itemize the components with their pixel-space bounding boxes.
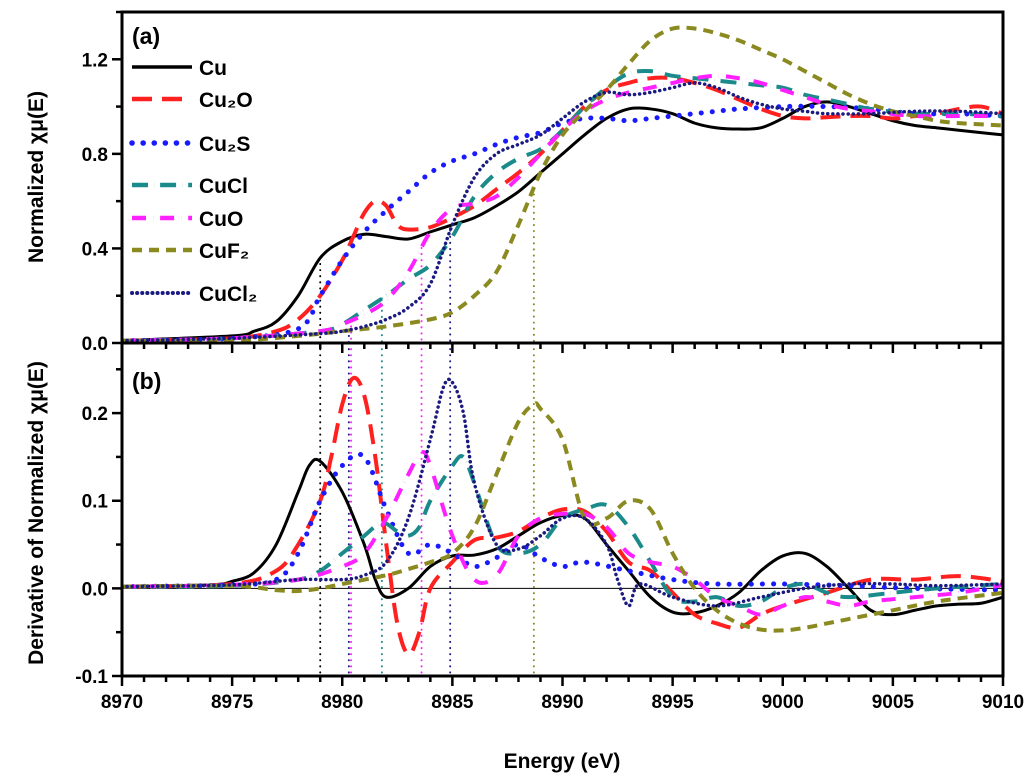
legend-item: CuO [132,208,243,231]
x-tick-label: 9010 [982,692,1024,713]
legend-label: Cu [199,57,227,80]
legend-item: Cu₂S [129,133,250,156]
legend-label: CuO [199,208,243,231]
series-line-Cu₂S [122,451,1003,593]
legend: Cu Cu₂O Cu₂S CuCl CuO CuF₂ CuCl₂ [129,57,257,306]
y-tick-label: 0.2 [82,404,108,425]
legend-item: CuCl₂ [130,283,257,306]
series-line-CuO [122,450,1003,617]
y-tick-label: 0.0 [82,579,108,600]
y-tick-label: 0.0 [82,334,108,355]
series-line-Cu₂S [122,103,1003,343]
legend-item: Cu [132,57,227,80]
x-tick-label: 8975 [211,692,254,713]
x-tick-label: 8995 [651,692,694,713]
legend-label: CuCl [199,175,248,198]
x-tick-label: 9000 [762,692,804,713]
legend-item: Cu₂O [132,89,253,112]
series-line-CuCl [122,68,1003,343]
legend-label: CuF₂ [199,240,249,263]
legend-label: Cu₂S [199,133,250,156]
y-tick-label: 0.1 [82,492,109,513]
x-tick-label: 8980 [321,692,363,713]
y-tick-label: 1.2 [82,50,108,71]
legend-item: CuF₂ [132,240,249,263]
panel-b-label: (b) [132,368,161,394]
series-group [122,375,1003,657]
y-tick-label: -0.1 [75,667,108,688]
x-tick-label: 8985 [431,692,474,713]
series-line-CuCl₂ [122,377,1003,608]
panel-a-label: (a) [132,23,160,49]
x-tick-label: 9005 [872,692,915,713]
x-tick-label: 8990 [541,692,583,713]
x-tick-label: 8970 [101,692,143,713]
series-line-Cu [122,100,1003,343]
y-axis-title-a: Normalized χμ(E) [25,91,48,263]
legend-label: CuCl₂ [199,283,257,306]
series-line-Cu [122,457,1003,617]
y-tick-label: 0.8 [82,145,108,166]
series-line-CuCl [122,454,1003,609]
legend-item: CuCl [132,175,248,198]
series-line-CuO [122,73,1003,343]
y-axis-title-b: Derivative of Normalized χμ(E) [25,361,48,665]
series-group [122,25,1003,343]
legend-label: Cu₂O [199,89,253,112]
y-tick-label: 0.4 [82,239,109,260]
series-line-CuF₂ [122,25,1003,343]
series-line-CuF₂ [122,401,1003,633]
panel-b: -0.1 0.0 0.1 0.2 8970 8975 8980 8985 8990 8995 900… [75,341,1024,713]
x-axis-title: Energy (eV) [504,750,621,773]
series-line-Cu₂O [122,375,1003,657]
series-line-Cu₂O [122,75,1003,343]
